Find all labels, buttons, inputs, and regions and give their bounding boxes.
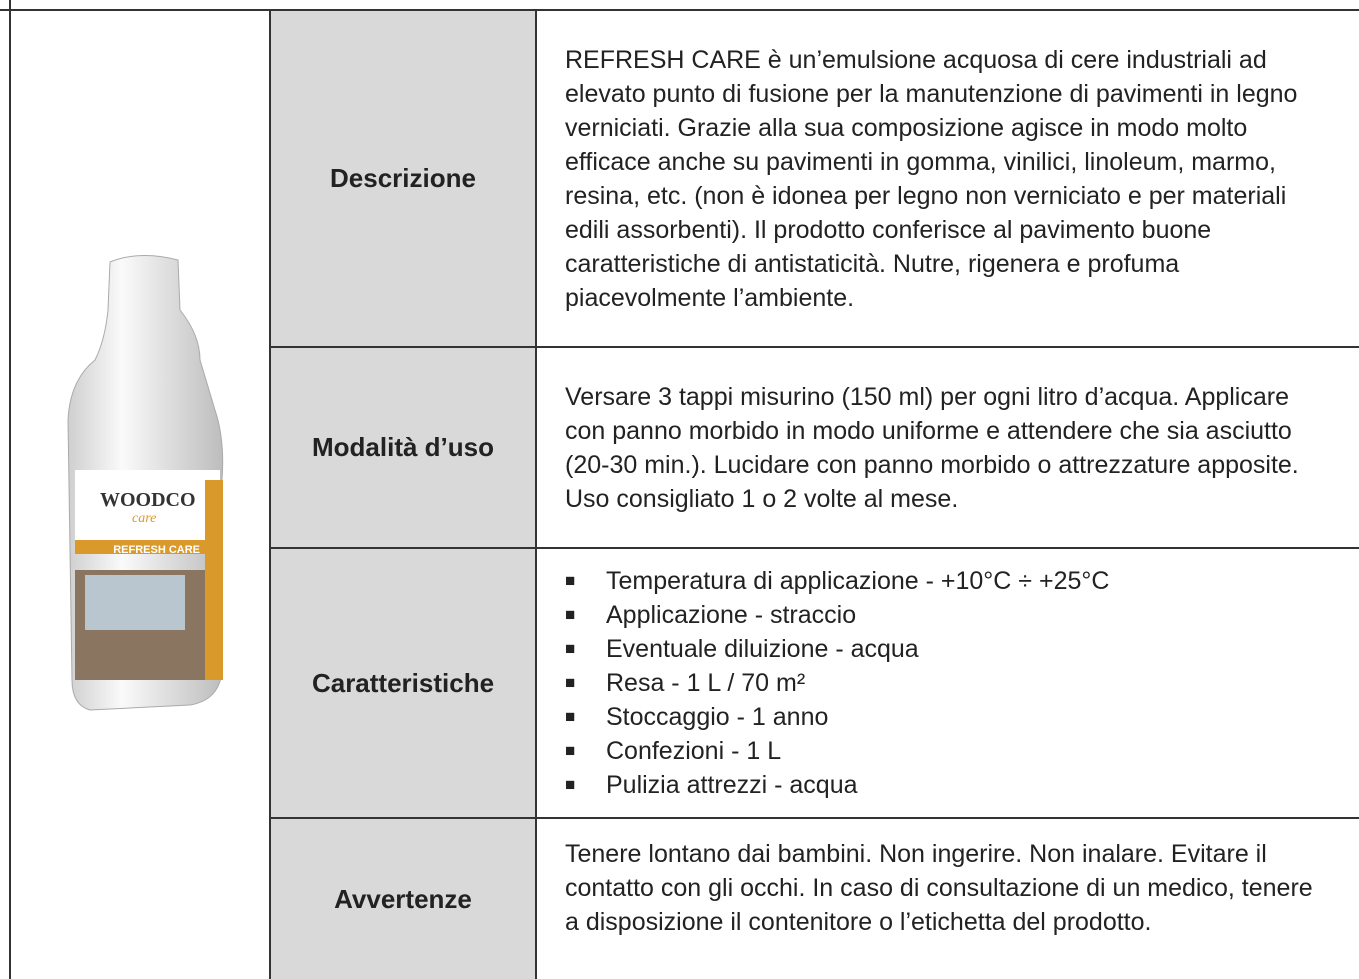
text: Versare 3 tappi misurino (150 ml) per og… [565, 382, 1299, 513]
product-image: WOODCO care REFRESH CARE [67, 254, 224, 711]
text: Tenere lontano dai bambini. Non ingerire… [565, 840, 1313, 936]
row-text: Tenere lontano dai bambini. Non ingerire… [537, 819, 1327, 979]
row-list: Temperatura di applicazione - +10°C ÷ +2… [537, 549, 1327, 817]
column-border [269, 9, 271, 979]
feature-list: Temperatura di applicazione - +10°C ÷ +2… [565, 564, 1109, 802]
top-border [0, 9, 1359, 11]
feature-item: Stoccaggio - 1 anno [565, 700, 1109, 734]
feature-item: Resa - 1 L / 70 m² [565, 666, 1109, 700]
row-text: REFRESH CARE è un’emulsione acquosa di c… [537, 11, 1327, 346]
feature-item: Temperatura di applicazione - +10°C ÷ +2… [565, 564, 1109, 598]
brand-line: care [132, 511, 156, 526]
column-border [535, 9, 537, 979]
brand: WOODCO [100, 489, 196, 511]
row-border [269, 547, 1359, 549]
row-border [269, 346, 1359, 348]
row-label: Descrizione [271, 11, 535, 346]
row-label: Caratteristiche [271, 549, 535, 817]
row-label: Modalità d’uso [271, 348, 535, 547]
product-name: REFRESH CARE [113, 544, 200, 556]
feature-item: Eventuale diluizione - acqua [565, 632, 1109, 666]
feature-item: Applicazione - straccio [565, 598, 1109, 632]
row-text: Versare 3 tappi misurino (150 ml) per og… [537, 348, 1327, 547]
text: REFRESH CARE è un’emulsione acquosa di c… [565, 45, 1298, 312]
feature-item: Confezioni - 1 L [565, 734, 1109, 768]
left-border [9, 0, 11, 979]
feature-item: Pulizia attrezzi - acqua [565, 768, 1109, 802]
row-label: Avvertenze [271, 819, 535, 979]
row-border [269, 817, 1359, 819]
